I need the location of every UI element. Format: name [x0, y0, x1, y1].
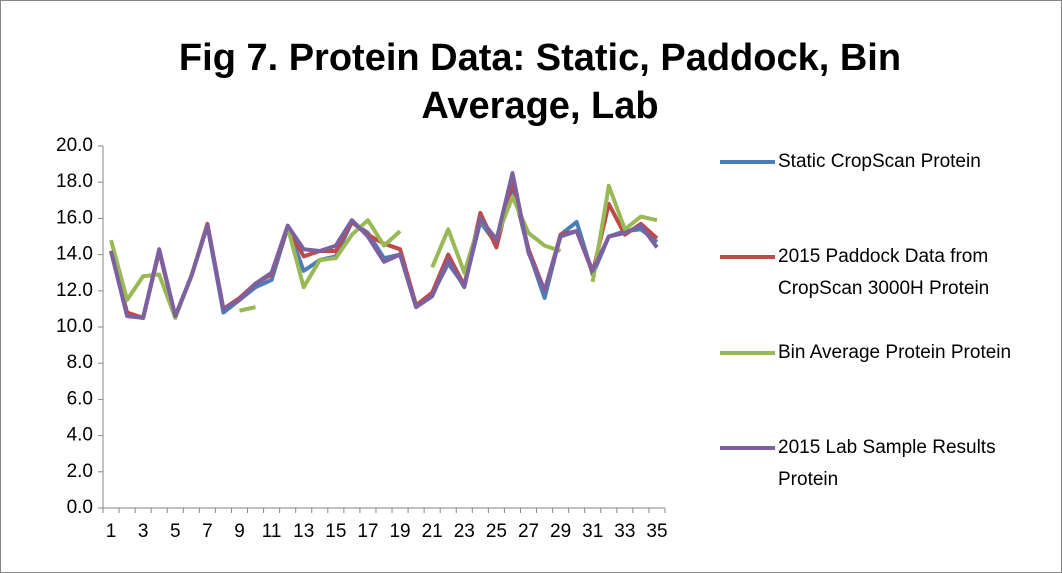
x-tick-label: 33	[614, 521, 635, 542]
x-tick-label: 1	[106, 521, 117, 542]
y-tick-label: 8.0	[67, 352, 93, 373]
chart-title: Fig 7. Protein Data: Static, Paddock, Bi…	[179, 37, 901, 127]
series-line	[109, 183, 658, 320]
y-tick-label: 10.0	[56, 316, 93, 337]
y-tick-label: 14.0	[56, 244, 93, 265]
y-tick-label: 20.0	[56, 135, 93, 156]
x-tick-label: 9	[234, 521, 245, 542]
x-tick-label: 15	[325, 521, 346, 542]
legend-label: 2015 Lab Sample Results Protein	[778, 437, 996, 490]
x-tick-label: 23	[454, 521, 475, 542]
y-tick-label: 16.0	[56, 207, 93, 228]
series-line	[109, 171, 659, 320]
legend-label: Static CropScan Protein	[778, 151, 981, 172]
legend-label: 2015 Paddock Data from CropScan 3000H Pro…	[778, 246, 989, 299]
x-tick-label: 31	[582, 521, 603, 542]
x-tick-label: 11	[262, 521, 282, 542]
x-tick-label: 5	[170, 521, 181, 542]
x-tick-label: 19	[389, 521, 410, 542]
x-tick-label: 35	[646, 521, 667, 542]
y-tick-label: 18.0	[56, 171, 93, 192]
x-tick-label: 7	[202, 521, 213, 542]
x-tick-label: 21	[422, 521, 443, 542]
y-tick-label: 2.0	[67, 461, 93, 482]
legend-label: Bin Average Protein Protein	[778, 342, 1011, 363]
x-tick-label: 27	[518, 521, 539, 542]
x-tick-label: 25	[486, 521, 507, 542]
x-tick-label: 3	[138, 521, 149, 542]
x-tick-label: 13	[293, 521, 314, 542]
y-tick-label: 6.0	[67, 388, 93, 409]
y-tick-label: 0.0	[67, 497, 93, 518]
x-tick-label: 29	[550, 521, 571, 542]
y-tick-label: 4.0	[67, 425, 93, 446]
y-tick-label: 12.0	[56, 280, 93, 301]
x-tick-label: 17	[357, 521, 378, 542]
